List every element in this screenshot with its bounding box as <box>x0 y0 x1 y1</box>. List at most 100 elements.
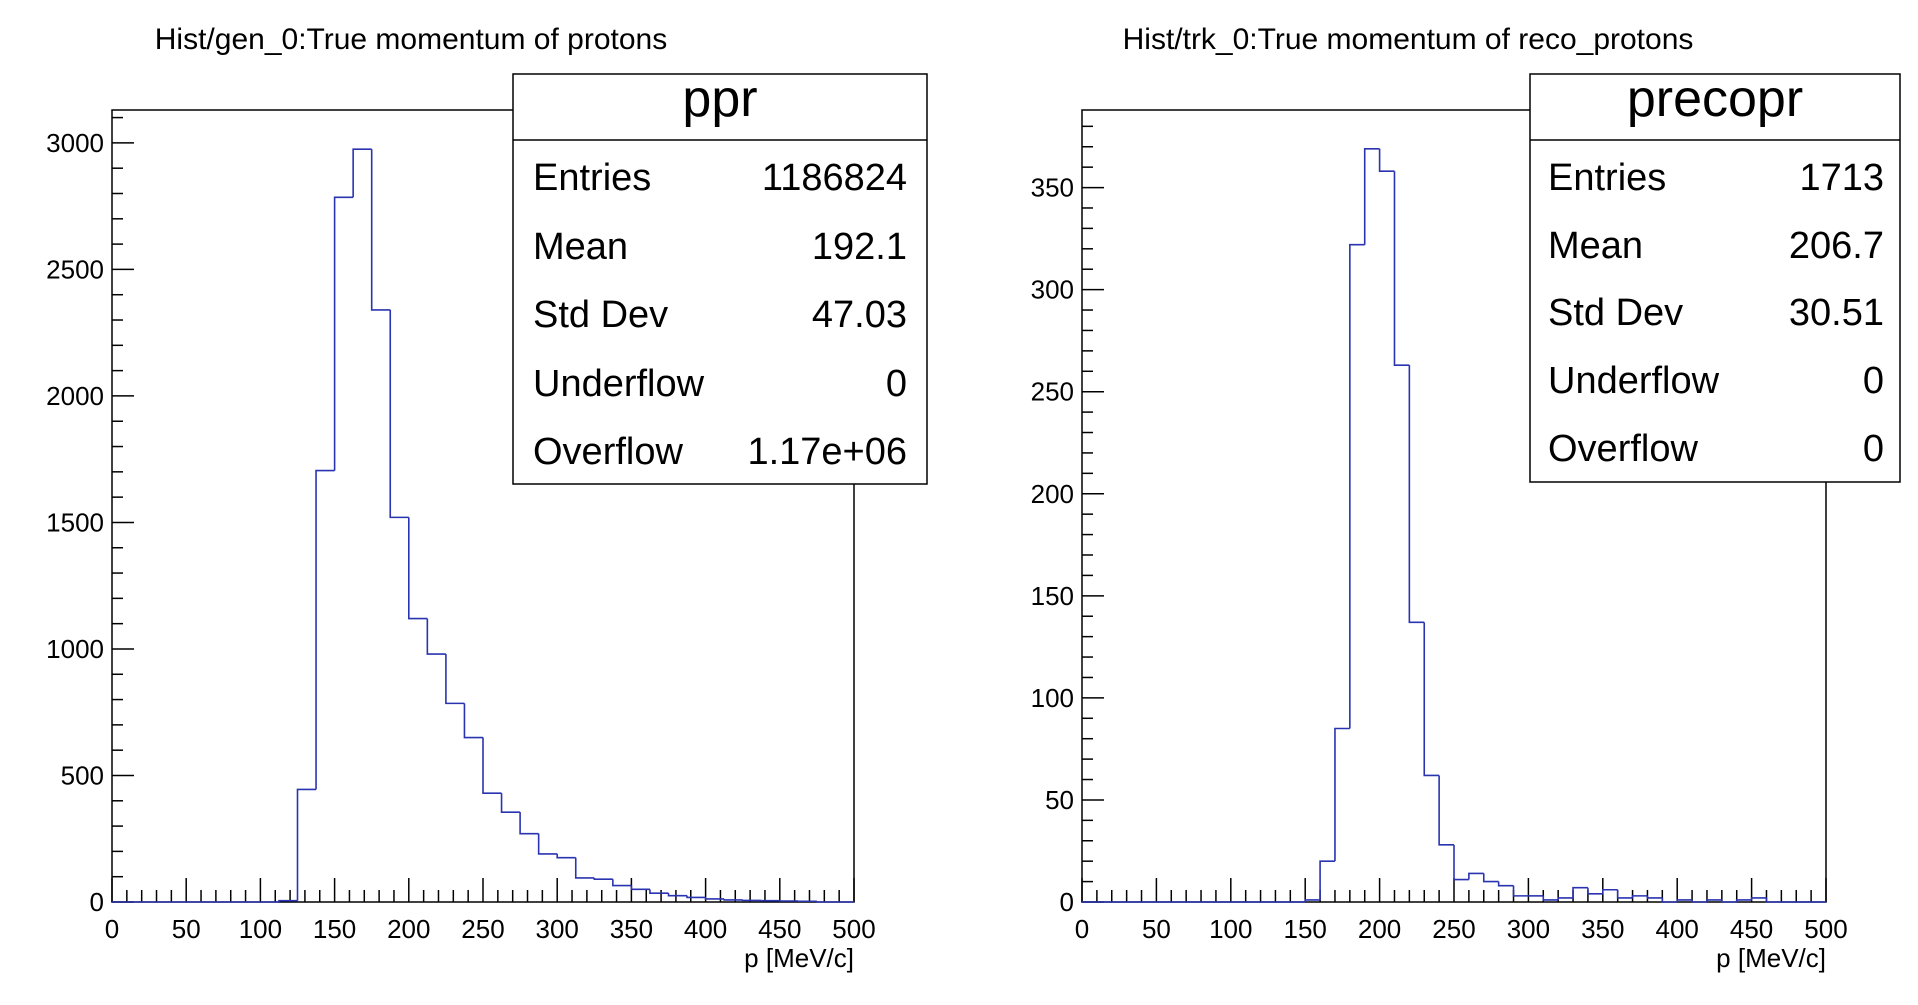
x-axis: 0 50 100 150 200 250 300 350 400 450 500 <box>105 914 876 944</box>
x-tick-label: 150 <box>313 914 356 944</box>
histogram-bin <box>1735 899 1752 902</box>
histogram-bin <box>1349 243 1365 729</box>
histogram-bin <box>1602 888 1618 894</box>
y-tick-label: 0 <box>1060 887 1074 917</box>
x-tick-label: 100 <box>1209 914 1252 944</box>
stats-row-label: Mean <box>1548 225 1643 267</box>
stats-row-label: Underflow <box>1548 360 1720 402</box>
stats-row-label: Entries <box>533 157 651 199</box>
histogram-bin <box>408 517 428 620</box>
histogram-bin <box>278 899 298 902</box>
y-tick-label: 0 <box>90 887 104 917</box>
y-tick-label: 2500 <box>46 254 104 284</box>
histogram-bin <box>704 897 725 900</box>
y-axis: 0 500 1000 1500 2000 2500 3000 <box>46 128 104 917</box>
histogram-bin <box>482 737 502 794</box>
y-tick-label: 1500 <box>46 507 104 537</box>
y-tick-label: 200 <box>1031 479 1074 509</box>
stats-row-label: Entries <box>1548 157 1666 199</box>
x-tick-label: 0 <box>105 914 119 944</box>
y-axis: 0 50 100 150 200 250 300 350 <box>1031 173 1074 917</box>
y-tick-label: 300 <box>1031 275 1074 305</box>
histogram-bin <box>1319 860 1335 900</box>
histogram-bin <box>593 877 613 881</box>
histogram-bin <box>630 885 650 891</box>
histogram-bin <box>1721 899 1737 903</box>
x-tick-label: 250 <box>1432 914 1475 944</box>
histogram-bin <box>1631 895 1648 898</box>
histogram-bin <box>1512 885 1529 897</box>
stats-row-value: 206.7 <box>1789 225 1884 267</box>
x-tick-label: 350 <box>1581 914 1624 944</box>
histogram-bin <box>816 901 836 903</box>
stats-row-label: Underflow <box>533 363 705 405</box>
x-tick-label: 50 <box>172 914 201 944</box>
y-tick-label: 100 <box>1031 683 1074 713</box>
stats-row-label: Mean <box>533 226 628 268</box>
histogram-bin <box>426 618 446 655</box>
histogram-bin <box>1378 148 1395 173</box>
histogram-bin <box>1572 886 1588 898</box>
x-tick-label: 400 <box>1656 914 1699 944</box>
x-tick-label: 500 <box>832 914 875 944</box>
histogram-bin <box>612 879 632 887</box>
y-tick-label: 1000 <box>46 634 104 664</box>
x-tick-label: 0 <box>1075 914 1089 944</box>
histogram-bin <box>445 654 465 705</box>
y-tick-label: 3000 <box>46 128 104 158</box>
histogram-bin <box>1750 897 1767 900</box>
x-tick-label: 200 <box>1358 914 1401 944</box>
stats-row-value: 0 <box>886 363 907 405</box>
stats-row-value: 1713 <box>1799 157 1884 199</box>
histogram-bin <box>500 793 521 813</box>
histogram-bin <box>556 853 576 859</box>
chart-title: Hist/trk_0:True momentum of reco_protons <box>1123 23 1694 56</box>
stats-box: precopr Entries 1713 Mean 206.7 Std Dev … <box>1529 70 1901 483</box>
stats-box-frame <box>512 73 928 485</box>
histogram-bin <box>370 149 391 311</box>
stats-row-label: Overflow <box>533 431 683 473</box>
x-tick-label: 400 <box>684 914 727 944</box>
y-tick-label: 350 <box>1031 173 1074 203</box>
x-axis: 0 50 100 150 200 250 300 350 400 450 500 <box>1075 914 1848 944</box>
histogram-bin <box>333 196 354 471</box>
histogram-bin <box>1438 775 1454 846</box>
x-axis-label: p [MeV/c] <box>1716 943 1826 973</box>
histogram-bin <box>1482 873 1499 883</box>
histogram-bins <box>112 148 854 903</box>
stats-box-frame <box>1529 73 1901 483</box>
stats-row-label: Std Dev <box>1548 292 1683 334</box>
stats-row-value: 1.17e+06 <box>747 431 907 473</box>
histogram-bin <box>1304 899 1321 902</box>
histogram-true-momentum: Hist/gen_0:True momentum of protons 0 50… <box>46 23 928 973</box>
x-tick-label: 300 <box>1507 914 1550 944</box>
histogram-bin <box>1453 844 1469 881</box>
x-tick-label: 200 <box>387 914 430 944</box>
y-tick-label: 250 <box>1031 377 1074 407</box>
histogram-bin <box>1468 872 1484 880</box>
histogram-bin <box>1587 887 1603 895</box>
histogram-bin <box>649 889 669 894</box>
histogram-bin <box>1676 899 1693 902</box>
histogram-bin <box>1542 895 1559 901</box>
x-tick-label: 500 <box>1804 914 1847 944</box>
histogram-bin <box>686 895 706 899</box>
histogram-bin <box>1393 171 1410 366</box>
histogram-bin <box>463 703 483 739</box>
histogram-bin <box>1616 889 1633 899</box>
stats-row-value: 0 <box>1863 360 1884 402</box>
histogram-bin <box>315 469 335 790</box>
chart-title: Hist/gen_0:True momentum of protons <box>155 23 667 56</box>
x-tick-label: 250 <box>461 914 504 944</box>
histogram-bin <box>296 788 317 901</box>
x-tick-label: 150 <box>1284 914 1327 944</box>
histogram-reco-momentum: Hist/trk_0:True momentum of reco_protons… <box>1031 23 1901 973</box>
x-tick-label: 450 <box>1730 914 1773 944</box>
histogram-bin <box>667 893 688 897</box>
stats-box-title: ppr <box>682 70 757 128</box>
y-tick-label: 2000 <box>46 381 104 411</box>
stats-row-value: 30.51 <box>1789 292 1884 334</box>
x-tick-label: 350 <box>610 914 653 944</box>
stats-row-label: Std Dev <box>533 294 668 336</box>
x-axis-label: p [MeV/c] <box>744 943 854 973</box>
